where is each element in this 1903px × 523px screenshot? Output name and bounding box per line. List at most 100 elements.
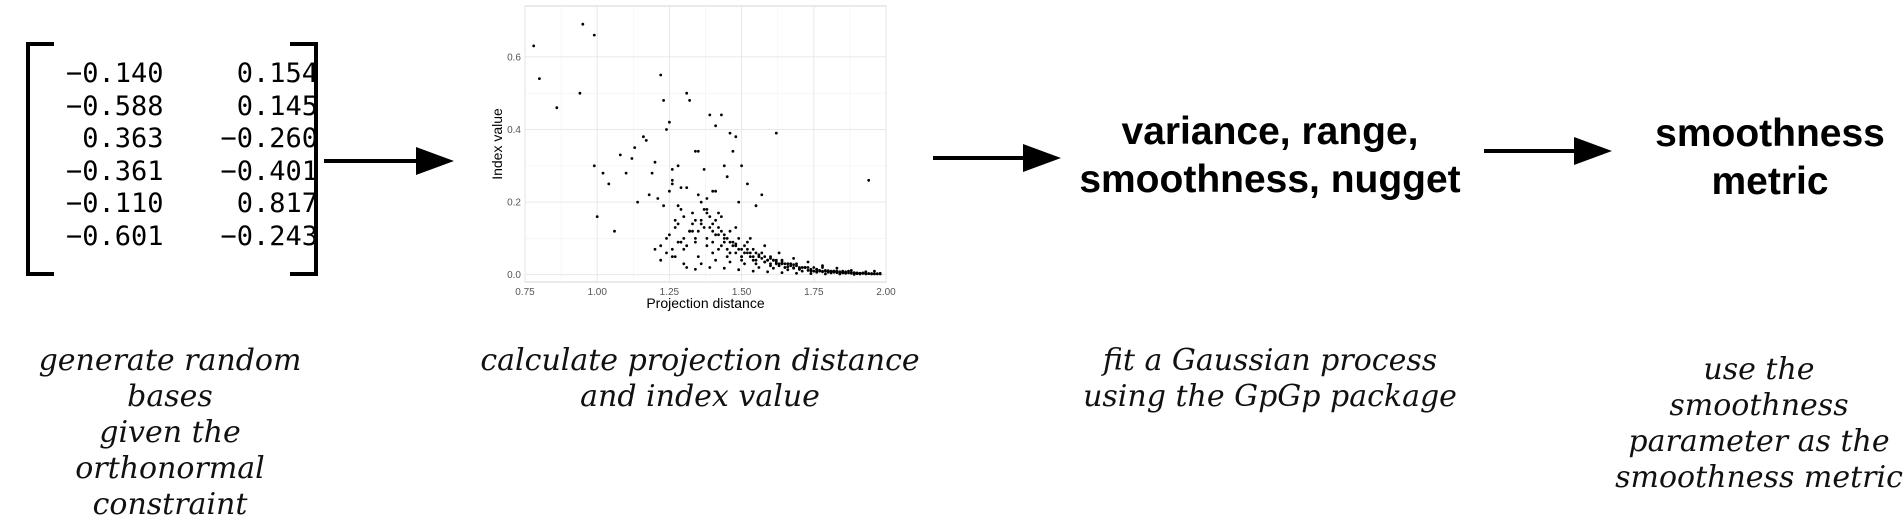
scatter-point [714,189,717,193]
scatter-point [676,240,680,244]
scatter-point [670,168,674,171]
scatter-point [725,175,729,179]
scatter-point [728,260,732,264]
scatter-point [838,272,842,276]
scatter-point [578,91,582,95]
scatter-point [798,267,801,271]
scatter-point [717,247,720,251]
scatter-point [705,244,709,248]
scatter-point [696,229,700,233]
scatter-point [731,240,735,244]
scatter-chart-svg: 0.75 1.00 1.25 1.50 1.75 2.00 0.0 0.2 0.4 0.6 Pro… [489,5,896,311]
matrix-right-bracket [290,42,318,276]
scatter-point [734,251,738,255]
scatter-point [783,266,787,269]
scatter-point [699,222,703,226]
scatter-point [662,204,665,208]
scatter-point [734,226,738,229]
scatter-point [792,266,795,270]
scatter-point [711,189,715,193]
scatter-point [702,168,706,171]
smoothness-metric-line: metric [1711,160,1829,203]
scatter-point [873,269,876,273]
scatter-point [774,131,778,135]
x-tick-label: 1.50 [732,287,752,298]
scatter-point [806,260,810,264]
caption-line: parameter as the [1628,424,1890,459]
chart-points [532,22,882,276]
scatter-point [722,266,726,270]
scatter-point [538,77,541,80]
scatter-point [806,269,810,272]
scatter-point [691,222,694,226]
scatter-point [826,270,830,274]
scatter-point [673,226,677,229]
scatter-point [696,149,700,153]
scatter-point [685,91,689,95]
scatter-point [763,244,767,248]
scatter-point [682,215,686,219]
scatter-point [737,247,741,251]
scatter-point [636,200,639,204]
scatter-point [676,222,680,226]
scatter-point [653,160,657,164]
scatter-point [760,193,764,197]
x-tick-label: 1.75 [804,287,824,298]
gp-parameters-line: smoothness, nugget [1079,158,1461,201]
x-tick-label: 1.00 [587,287,607,298]
scatter-point [763,260,767,264]
scatter-point [731,244,735,248]
scatter-point [800,269,804,273]
scatter-point [864,272,868,276]
scatter-point [647,193,651,197]
scatter-point [650,171,654,175]
scatter-point [722,240,726,244]
matrix-cell: −0.361 [65,155,164,187]
scatter-point [783,262,787,266]
caption-line: generate random bases [38,343,302,414]
scatter-point [812,266,816,269]
scatter-point [815,270,819,274]
scatter-point [740,255,743,258]
matrix-cell: −0.401 [220,155,318,187]
scatter-point [592,33,596,37]
scatter-point [774,262,778,266]
scatter-point [702,226,706,229]
scatter-point [665,251,668,255]
scatter-point [748,255,752,258]
scatter-point [725,247,729,251]
scatter-point [849,271,853,274]
scatter-point [728,240,732,244]
scatter-point [685,244,689,248]
scatter-point [688,99,691,102]
scatter-point [760,257,764,260]
scatter-point [737,200,741,204]
x-axis-label: Projection distance [646,295,765,311]
scatter-point [670,247,674,251]
scatter-point [673,218,677,222]
scatter-point [852,273,856,276]
scatter-point [875,272,879,276]
scatter-point [800,266,804,269]
scatter-point [855,271,859,275]
scatter-point [722,237,726,240]
scatter-point [751,269,755,273]
scatter-point [705,211,709,215]
scatter-point [737,237,741,240]
scatter-point [682,247,686,251]
scatter-point [725,237,729,240]
scatter-point [786,265,790,269]
caption-line: and index value [580,379,820,414]
scatter-point [731,149,735,153]
scatter-point [841,271,845,274]
scatter-point [740,258,743,262]
scatter-point [815,267,819,271]
scatter-point [757,266,761,269]
matrix-cell: 0.145 [236,90,318,122]
scatter-chart: 0.75 1.00 1.25 1.50 1.75 2.00 0.0 0.2 0.4 0.6 Pro… [488,0,908,316]
scatter-point [699,262,703,266]
scatter-point [829,271,833,275]
caption-smoothness-metric: use the smoothness parameter as the smoo… [1615,352,1903,496]
scatter-point [769,264,772,268]
scatter-point [691,229,694,233]
